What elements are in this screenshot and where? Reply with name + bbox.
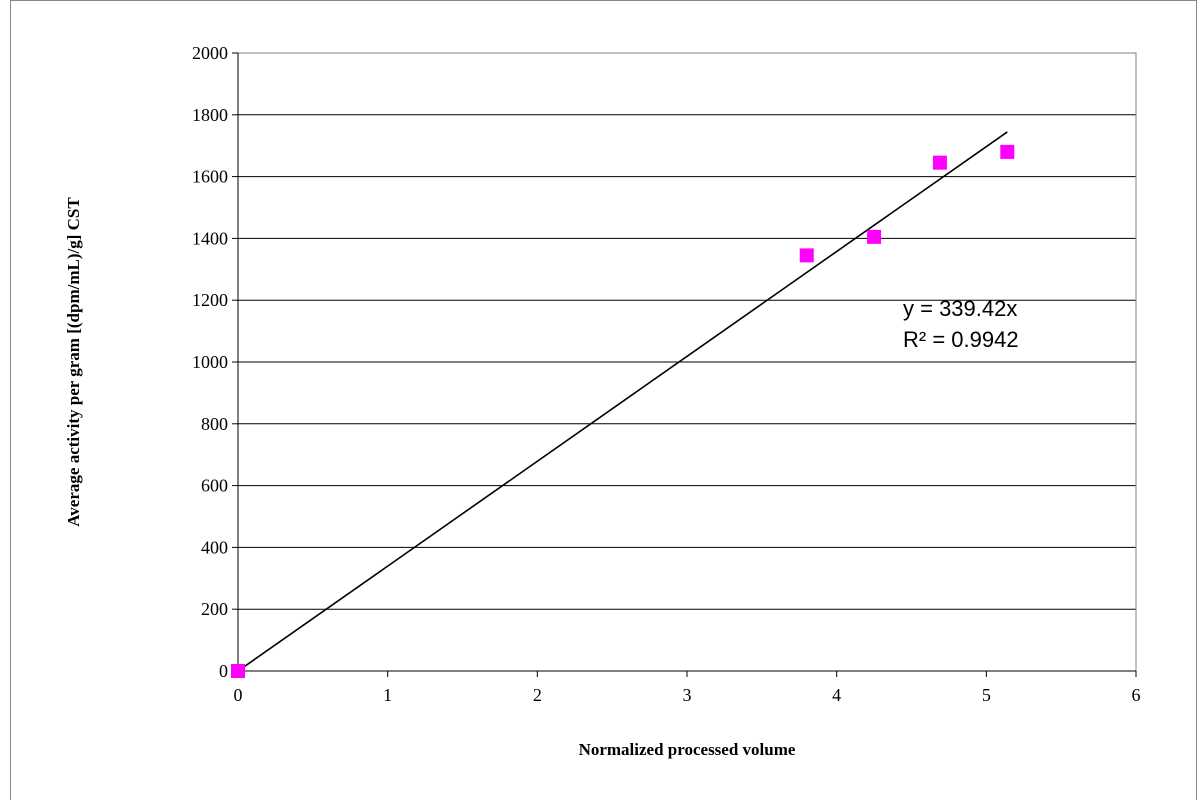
data-point <box>867 229 882 244</box>
data-points <box>231 144 1015 678</box>
y-tick-label: 400 <box>201 537 228 557</box>
y-tick-labels: 0 200 400 600 800 1000 1200 1400 1600 1800 2000 <box>192 43 228 681</box>
trendline <box>237 131 1008 672</box>
x-tick-label: 2 <box>533 685 542 705</box>
axes <box>232 52 1137 677</box>
trendline-equation: y = 339.42x <box>903 296 1017 321</box>
data-point <box>799 248 814 263</box>
y-tick-label: 1800 <box>192 105 228 125</box>
y-tick-label: 2000 <box>192 43 228 63</box>
y-tick-label: 1600 <box>192 167 228 187</box>
y-axis-title: Average activity per gram [(dpm/mL)/g] C… <box>64 197 83 527</box>
chart-frame <box>10 0 1197 800</box>
y-tick-label: 200 <box>201 599 228 619</box>
x-tick-labels: 0 1 2 3 4 5 6 <box>234 685 1141 705</box>
data-point <box>231 664 245 678</box>
x-tick-label: 4 <box>832 685 841 705</box>
x-tick-label: 0 <box>234 685 243 705</box>
y-tick-label: 0 <box>219 661 228 681</box>
y-tick-label: 1000 <box>192 352 228 372</box>
data-point <box>932 155 947 170</box>
y-tick-label: 1400 <box>192 228 228 248</box>
x-tick-label: 5 <box>982 685 991 705</box>
y-tick-label: 800 <box>201 414 228 434</box>
x-axis-title: Normalized processed volume <box>579 740 796 759</box>
data-point <box>1000 144 1015 159</box>
x-tick-label: 6 <box>1132 685 1141 705</box>
trendline-r2: R² = 0.9942 <box>903 327 1019 352</box>
x-tick-label: 1 <box>383 685 392 705</box>
y-tick-label: 1200 <box>192 290 228 310</box>
x-tick-label: 3 <box>683 685 692 705</box>
y-tick-label: 600 <box>201 476 228 496</box>
